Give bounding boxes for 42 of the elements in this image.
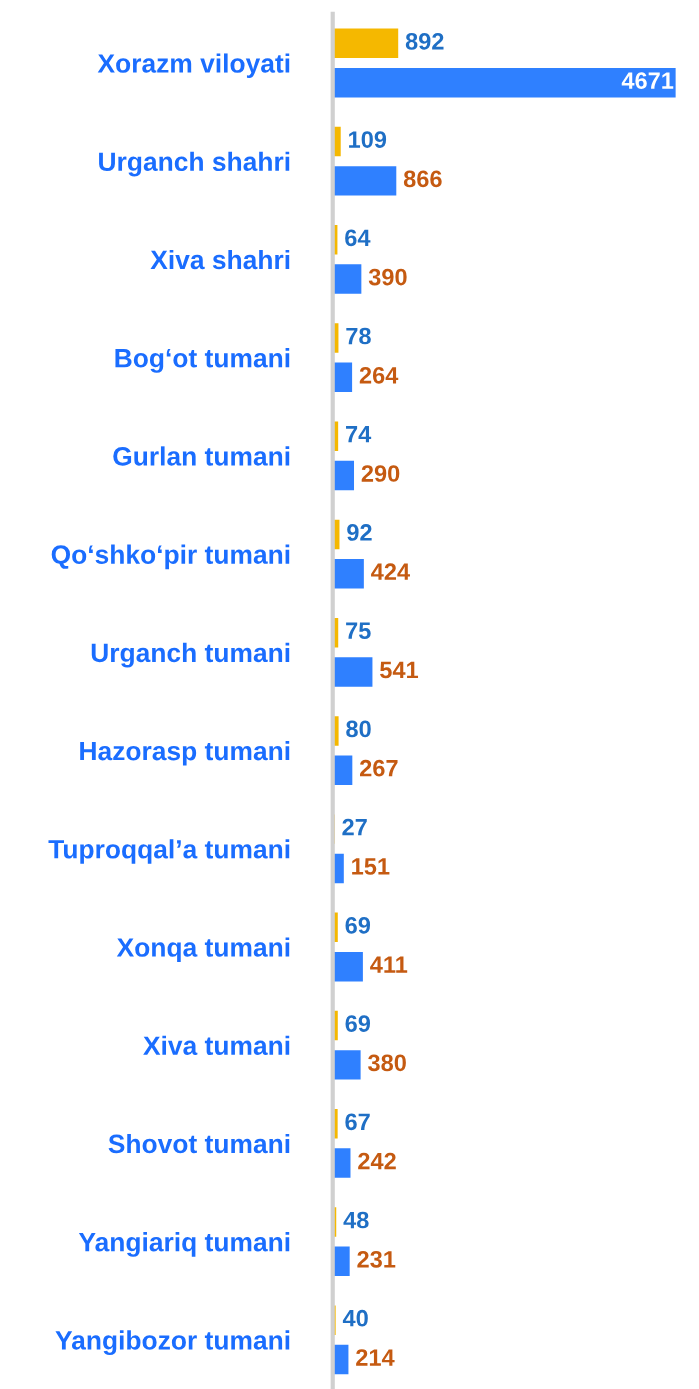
y-tick-label: Xorazm viloyati: [97, 53, 290, 79]
data-label: 264: [359, 366, 399, 384]
data-label: 27: [342, 818, 367, 836]
data-label: 4671: [621, 72, 674, 89]
y-tick-label: Urganch shahri: [99, 151, 290, 177]
y-tick-label: Yangiariq tumani: [78, 1232, 290, 1257]
data-label: 541: [380, 661, 419, 679]
data-label: 231: [357, 1250, 396, 1268]
data-label: 380: [368, 1054, 406, 1072]
data-label: 40: [342, 1309, 368, 1327]
data-label: 866: [403, 170, 442, 188]
y-tick-label: Gurlan tumani: [113, 446, 290, 466]
data-label: 48: [343, 1211, 369, 1229]
data-label: 109: [349, 131, 387, 148]
data-label: 390: [368, 268, 407, 286]
data-label: 151: [352, 858, 390, 875]
data-label: 424: [371, 563, 410, 580]
data-label: 75: [346, 622, 371, 640]
data-label: 69: [345, 1015, 371, 1032]
y-tick-label: Xiva shahri: [150, 249, 290, 270]
data-label: 267: [360, 759, 398, 777]
data-label: 78: [346, 327, 371, 345]
data-label: 214: [356, 1349, 395, 1366]
data-label: 92: [347, 524, 372, 541]
data-label: 411: [370, 956, 408, 973]
y-tick-label: Qo‘shko‘pir tumani: [51, 544, 290, 570]
data-label: 892: [405, 32, 444, 50]
y-tick-label: Urganch tumani: [91, 642, 290, 668]
data-label: 80: [346, 720, 371, 738]
y-tick-label: Xiva tumani: [143, 1035, 290, 1056]
y-tick-label: Xonqa tumani: [116, 937, 290, 963]
data-label: 64: [345, 229, 371, 247]
y-tick-label: Yangibozor tumani: [55, 1330, 290, 1356]
data-label: 74: [346, 426, 372, 443]
y-tick-label: Shovot tumani: [108, 1133, 290, 1154]
y-tick-label: Hazorasp tumani: [80, 740, 290, 766]
data-label: 69: [345, 916, 371, 934]
data-label: 290: [361, 465, 400, 482]
data-label: 242: [358, 1152, 396, 1170]
data-label: 67: [345, 1113, 370, 1131]
y-tick-label: Bog‘ot tumani: [115, 348, 290, 373]
y-tick-label: Tuproqqal’a tumani: [48, 839, 290, 864]
